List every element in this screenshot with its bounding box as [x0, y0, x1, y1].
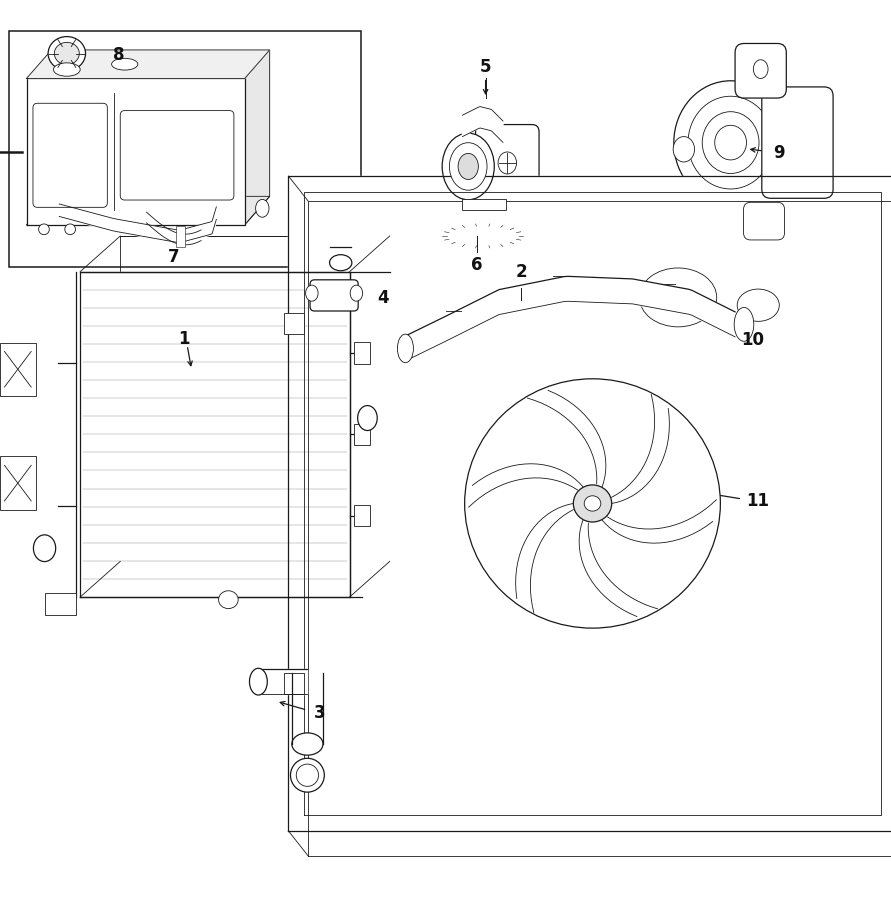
Ellipse shape: [292, 733, 323, 755]
Ellipse shape: [674, 81, 788, 204]
Ellipse shape: [442, 133, 495, 200]
Polygon shape: [27, 196, 270, 225]
Polygon shape: [516, 503, 574, 613]
Ellipse shape: [65, 224, 76, 235]
FancyBboxPatch shape: [310, 280, 358, 311]
Polygon shape: [27, 78, 245, 225]
Bar: [354, 505, 370, 526]
Ellipse shape: [249, 669, 267, 695]
FancyBboxPatch shape: [743, 202, 785, 240]
Ellipse shape: [446, 225, 520, 247]
Polygon shape: [80, 272, 349, 597]
Text: 3: 3: [314, 704, 325, 722]
Ellipse shape: [54, 42, 79, 65]
Ellipse shape: [754, 59, 768, 78]
Bar: [0, 343, 36, 396]
Ellipse shape: [256, 200, 269, 217]
Bar: [354, 342, 370, 364]
Ellipse shape: [449, 143, 487, 190]
Bar: [462, 200, 506, 210]
Ellipse shape: [628, 258, 728, 336]
Ellipse shape: [111, 58, 138, 70]
Text: 11: 11: [747, 491, 770, 509]
Ellipse shape: [731, 284, 787, 327]
Ellipse shape: [290, 759, 324, 792]
Polygon shape: [469, 464, 583, 508]
Ellipse shape: [350, 285, 363, 302]
Text: 1: 1: [179, 329, 190, 347]
Text: 8: 8: [113, 46, 125, 64]
Ellipse shape: [330, 255, 352, 271]
Bar: [354, 424, 370, 445]
Text: 10: 10: [741, 330, 764, 348]
FancyBboxPatch shape: [735, 43, 787, 98]
Ellipse shape: [38, 224, 49, 235]
Ellipse shape: [458, 153, 478, 179]
Bar: [176, 226, 185, 247]
Ellipse shape: [48, 37, 86, 70]
Ellipse shape: [640, 268, 716, 327]
Text: 9: 9: [773, 144, 785, 162]
Ellipse shape: [584, 496, 601, 511]
Polygon shape: [602, 500, 716, 544]
Polygon shape: [527, 391, 606, 487]
Bar: [284, 312, 304, 334]
Ellipse shape: [357, 406, 377, 430]
Bar: [0, 456, 36, 510]
Ellipse shape: [734, 308, 754, 341]
Polygon shape: [611, 394, 669, 503]
Text: 5: 5: [480, 58, 491, 76]
Text: 2: 2: [515, 263, 527, 281]
Ellipse shape: [737, 289, 780, 321]
Ellipse shape: [674, 137, 695, 162]
Text: 7: 7: [168, 248, 180, 266]
Polygon shape: [27, 50, 270, 78]
Polygon shape: [579, 520, 658, 616]
Ellipse shape: [34, 535, 56, 562]
Ellipse shape: [53, 63, 80, 76]
Bar: [45, 592, 76, 615]
Ellipse shape: [306, 285, 318, 302]
Bar: [9, 32, 361, 267]
Bar: [619, 227, 797, 383]
Ellipse shape: [397, 334, 413, 363]
Text: 4: 4: [377, 289, 388, 307]
FancyBboxPatch shape: [476, 124, 539, 208]
Ellipse shape: [573, 485, 612, 522]
FancyBboxPatch shape: [762, 87, 833, 198]
Bar: [284, 673, 304, 694]
Ellipse shape: [218, 590, 238, 608]
Ellipse shape: [465, 379, 720, 628]
Ellipse shape: [296, 764, 319, 787]
Polygon shape: [289, 176, 891, 831]
Polygon shape: [245, 50, 270, 225]
Polygon shape: [258, 670, 307, 694]
Text: 6: 6: [471, 256, 482, 274]
Polygon shape: [462, 106, 503, 142]
